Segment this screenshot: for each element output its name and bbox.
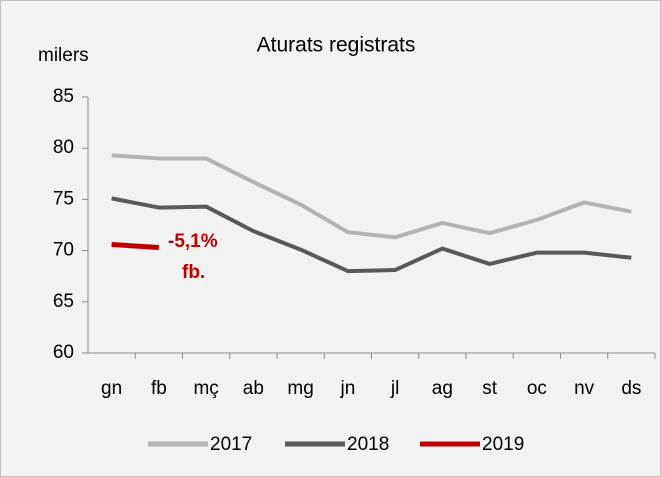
y-tick-label: 85 [53,86,74,107]
x-tick-label: mg [287,378,313,399]
annotation: -5,1% [168,231,218,252]
x-tick-label: oc [527,378,547,399]
line-series [111,153,632,240]
x-tick-label: fb [151,378,167,399]
y-tick-label: 65 [53,291,74,312]
y-axis-label: milers [38,45,89,66]
y-tick-label: 75 [53,188,74,209]
y-tick-label: 70 [53,240,74,261]
line-series [111,196,632,274]
x-tick-label: ag [432,378,453,399]
legend-label: 2017 [210,434,252,455]
x-tick-label: st [482,378,498,399]
x-tick-label: ab [243,378,264,399]
x-tick-label: jn [339,378,355,399]
y-tick-label: 80 [53,137,74,158]
annotation: fb. [182,262,205,283]
x-tick-label: ds [621,378,641,399]
chart-title: Aturats registrats [257,34,416,57]
line-series [111,241,160,251]
y-tick-label: 60 [53,342,74,363]
x-tick-label: gn [101,378,122,399]
x-tick-label: nv [574,378,595,399]
legend-label: 2019 [482,434,524,455]
legend-label: 2018 [347,434,389,455]
x-tick-label: jl [390,378,399,399]
x-tick-label: mç [193,378,218,399]
